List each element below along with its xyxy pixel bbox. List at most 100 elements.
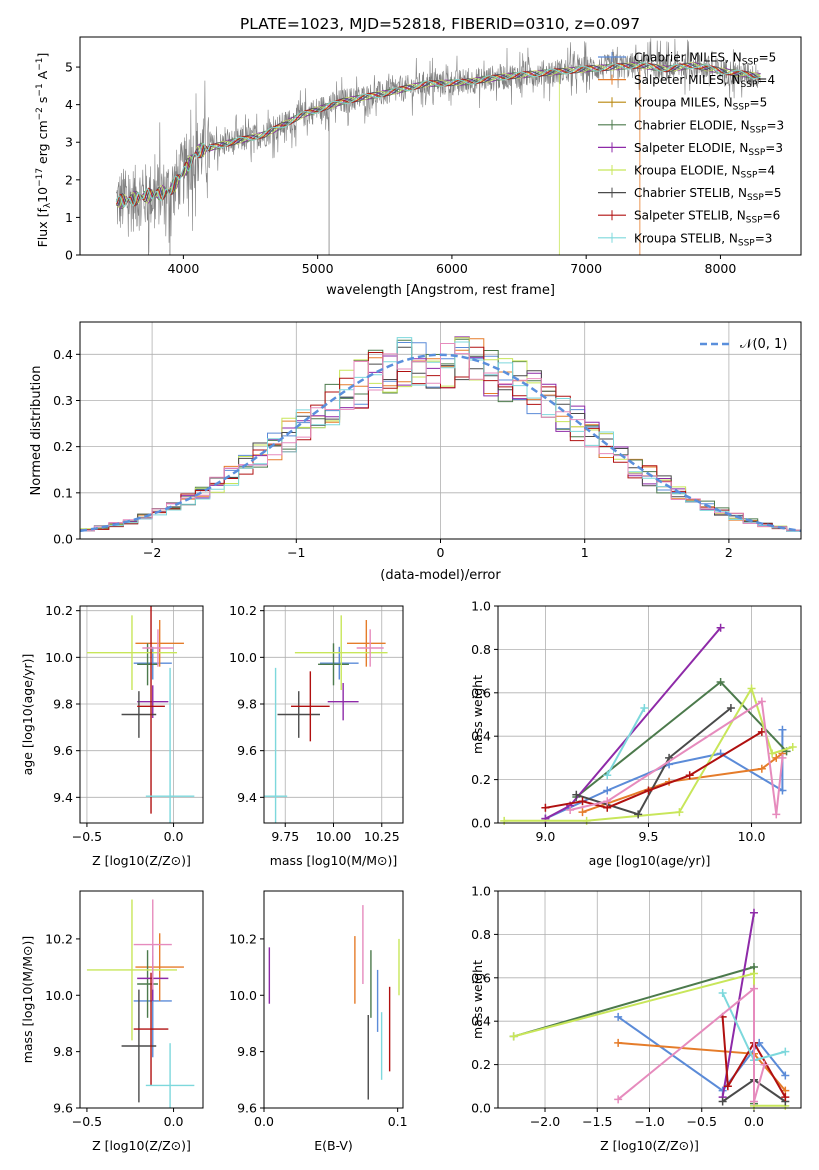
mass-ebv-ytick-label: 10.2 — [229, 931, 257, 946]
spectrum-xtick-label: 4000 — [167, 261, 199, 276]
weight-z-ytick-label: 1.0 — [471, 884, 491, 899]
weight-age-point — [778, 753, 787, 762]
weight-age-point — [726, 703, 735, 712]
age-mass-ytick-label: 10.0 — [229, 650, 257, 665]
mass-z-plot — [86, 899, 195, 1108]
weight-age-point — [578, 797, 587, 806]
weight-z-xtick-label: −1.0 — [634, 1114, 664, 1129]
mass-ebv-ytick-label: 10.0 — [229, 988, 257, 1003]
spectrum-xlabel: wavelength [Angstrom, rest frame] — [326, 283, 555, 298]
legend-label-main: Chabrier ELODIE, N — [634, 118, 750, 132]
legend-label: Salpeter STELIB, NSSP=6 — [634, 209, 780, 226]
weight-age-point — [757, 727, 766, 736]
gaussian-curve — [80, 353, 801, 533]
spectrum-xtick-label: 5000 — [302, 261, 334, 276]
weight-age-xlabel: age [log10(age/yr)] — [589, 853, 711, 868]
weight-age-line — [544, 729, 784, 820]
weight-age-ytick-label: 0.4 — [471, 729, 491, 744]
legend-label-sub: SSP — [748, 148, 765, 158]
hist-xlabel: (data-model)/error — [380, 568, 501, 583]
weight-z-ytick-label: 0.0 — [471, 1101, 491, 1116]
mass-ebv-xtick-label: 0.1 — [388, 1114, 408, 1129]
legend-label-suffix: =4 — [757, 73, 775, 87]
legend-label-suffix: =5 — [759, 51, 777, 65]
legend-label: Kroupa ELODIE, NSSP=4 — [634, 164, 775, 181]
weight-age-point — [757, 697, 766, 706]
weight-age-point — [675, 808, 684, 817]
age-z-ytick-label: 9.4 — [53, 790, 73, 805]
weight-age-point — [582, 816, 591, 825]
legend-label: Salpeter MILES, NSSP=4 — [634, 73, 775, 90]
legend-label-sub: SSP — [733, 103, 750, 113]
weight-age-line — [606, 707, 646, 776]
legend-label-main: Salpeter MILES, N — [634, 73, 741, 87]
weight-age-point — [603, 786, 612, 795]
spectrum-ylabel-part: −17 — [35, 168, 45, 187]
weight-age-line — [504, 686, 794, 822]
spectrum-ylabel-part: −1 — [35, 58, 45, 71]
weight-age-ylabel: mass weight — [470, 675, 485, 754]
hist-ytick-label: 0.2 — [53, 439, 73, 454]
legend-label-sub: SSP — [738, 238, 755, 248]
age-z-plot — [86, 606, 195, 823]
weight-age-point — [716, 677, 725, 686]
weight-z-line — [617, 1016, 787, 1092]
weight-age-ytick-label: 0.6 — [471, 685, 491, 700]
weight-age-xtick-label: 9.0 — [535, 829, 555, 844]
legend-label: Salpeter ELODIE, NSSP=3 — [634, 141, 783, 158]
weight-age-line — [575, 707, 732, 816]
weight-z-xtick-label: −2.0 — [530, 1114, 560, 1129]
weight-z-point — [614, 1038, 623, 1047]
weight-z-ylabel: mass weight — [470, 960, 485, 1039]
mass-ebv-frame — [263, 890, 404, 1109]
hist-ylabel: Normed distribution — [29, 366, 44, 496]
spectrum-ylabel: Flux [fλ10−17 erg cm−2 s−1 A−1] — [35, 53, 53, 248]
legend-label: Chabrier MILES, NSSP=5 — [634, 51, 776, 68]
spectrum-ytick-label: 3 — [65, 135, 73, 150]
legend-label: Chabrier STELIB, NSSP=5 — [634, 186, 782, 203]
mass-ebv-ytick-label: 9.6 — [237, 1101, 257, 1116]
weight-z-point — [509, 1032, 518, 1041]
weight-z-ytick-label: 0.4 — [471, 1014, 491, 1029]
legend-label-suffix: =3 — [766, 118, 784, 132]
hist-ytick-label: 0.3 — [53, 393, 73, 408]
spectrum-ylabel-part: −2 — [35, 107, 45, 120]
spectrum-ylabel-part: Flux [f — [35, 208, 50, 248]
weight-age-xtick-label: 10.0 — [738, 829, 766, 844]
legend-label-sub: SSP — [742, 58, 759, 68]
age-z-ytick-label: 10.0 — [45, 650, 73, 665]
weight-age-point — [772, 810, 781, 819]
weight-z-point — [718, 1097, 727, 1106]
weight-age-line — [544, 627, 722, 820]
legend-label: Chabrier ELODIE, NSSP=3 — [634, 118, 784, 135]
model-line — [116, 62, 761, 207]
weight-z-line — [617, 986, 766, 1102]
spectrum-ytick-label: 0 — [65, 248, 73, 263]
spectrum-ylabel-part: erg cm — [35, 120, 50, 168]
age-z-xlabel: Z [log10(Z/Z⊙)] — [92, 853, 191, 868]
weight-z-point — [781, 1071, 790, 1080]
age-mass-frame — [263, 605, 404, 824]
spectrum-plot — [115, 38, 761, 255]
age-z-ytick-label: 9.6 — [53, 743, 73, 758]
weight-age-frame — [497, 605, 802, 824]
weight-age-point — [572, 790, 581, 799]
weight-z-line — [513, 965, 755, 1104]
spectrum-xtick-label: 8000 — [705, 261, 737, 276]
model-line — [115, 63, 761, 207]
weight-age-point — [788, 743, 797, 752]
legend-label-sub: SSP — [747, 193, 764, 203]
weight-z-point — [718, 988, 727, 997]
model-line — [115, 62, 761, 208]
age-mass-ytick-label: 9.6 — [237, 743, 257, 758]
mass-ebv-plot — [268, 905, 400, 1100]
legend-label-sub: SSP — [750, 125, 767, 135]
legend-label-main: Salpeter STELIB, N — [634, 209, 746, 223]
weight-age-point — [603, 797, 612, 806]
weight-age-ytick-label: 0.0 — [471, 816, 491, 831]
age-mass-xtick-label: 9.75 — [271, 829, 299, 844]
mass-z-ytick-label: 9.6 — [53, 1101, 73, 1116]
legend-label-sub: SSP — [746, 216, 763, 226]
weight-age-point — [541, 803, 550, 812]
legend-label: Kroupa MILES, NSSP=5 — [634, 96, 767, 113]
